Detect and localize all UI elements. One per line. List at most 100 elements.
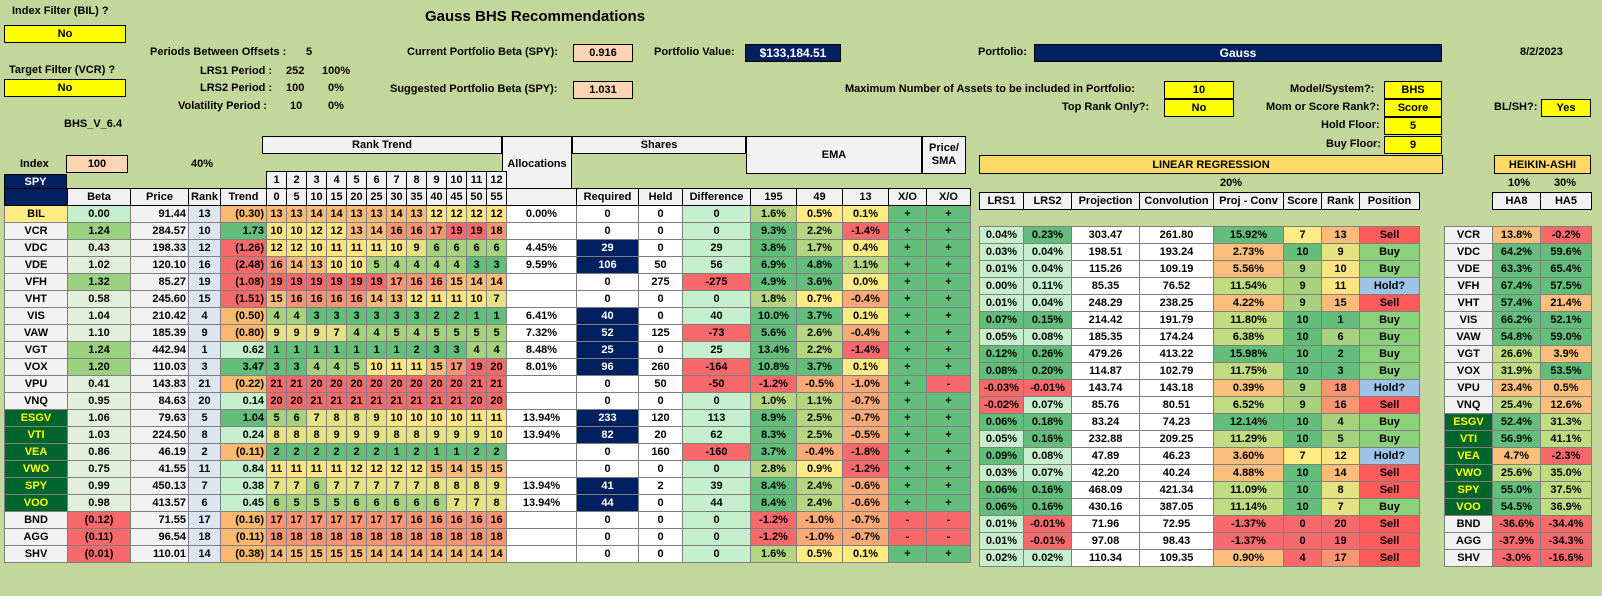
held-cell: 0	[638, 391, 683, 410]
lrs2-cell: 0.04%	[1023, 260, 1072, 278]
lrs2-period-pct: 0%	[328, 82, 344, 94]
lrs2-period-value[interactable]: 100	[286, 82, 305, 94]
rank-trend-cell: 14	[486, 272, 507, 291]
rank-trend-cell: 21	[466, 374, 487, 393]
rank-trend-cell: 7	[486, 289, 507, 308]
mom-score-value[interactable]: Score	[1384, 99, 1442, 117]
rank-trend-cell: 16	[386, 221, 407, 240]
ema-49-cell: 2.2%	[796, 221, 843, 240]
xo-cell-2: +	[926, 442, 971, 461]
index-spy: SPY	[4, 174, 67, 191]
rank-trend-num: 6	[366, 170, 387, 189]
price-cell: 442.94	[130, 340, 189, 359]
rank-trend-cell: 5	[466, 323, 487, 342]
projection-cell: 214.42	[1071, 311, 1140, 329]
xo-cell-1: +	[888, 408, 927, 427]
portfolio-name[interactable]: Gauss	[1034, 44, 1442, 62]
lrs2-cell: 0.16%	[1023, 498, 1072, 516]
table-row: 0.01% -0.01% 71.96 72.95 -1.37% 0 20 Sell	[979, 515, 1420, 533]
periods-offsets-value[interactable]: 5	[306, 46, 313, 58]
lr-rank-cell: 2	[1321, 345, 1360, 363]
beta-cell: 0.43	[67, 238, 131, 257]
proj-conv-cell: 0.90%	[1213, 549, 1284, 567]
beta-cell: 0.58	[67, 289, 131, 308]
target-filter-value[interactable]: No	[4, 79, 126, 97]
top-rank-value[interactable]: No	[1164, 99, 1234, 117]
table-row: VOO 0.98 413.57 6 0.45 6 5 5 5 6 6 6 6 6 7 7 8 13.94% 44 0 4…	[4, 493, 971, 512]
rank-trend-offset: 20	[346, 187, 367, 206]
required-cell: 0	[576, 272, 639, 291]
rank-cell: 19	[188, 272, 221, 291]
rank-trend-cell: 1	[286, 340, 307, 359]
lrs1-cell: 0.01%	[979, 515, 1024, 533]
rank-trend-cell: 17	[306, 510, 327, 529]
rank-trend-cell: 17	[446, 357, 467, 376]
rank-trend-cell: 4	[366, 323, 387, 342]
rank-trend-cell: 6	[306, 476, 327, 495]
rank-trend-cell: 11	[326, 459, 347, 478]
rank-trend-cell: 1	[446, 442, 467, 461]
difference-cell: 29	[682, 238, 751, 257]
xo-cell-2: +	[926, 272, 971, 291]
xo-cell-1: +	[888, 204, 927, 223]
ticker: VNQ	[4, 391, 68, 410]
rank-trend-offset: 40	[426, 187, 447, 206]
table-row: 0.12% 0.26% 479.26 413.22 15.98% 10 2 Buy	[979, 345, 1420, 363]
ticker: BIL	[4, 204, 68, 223]
table-row: ESGV 52.4% 31.3%	[1444, 413, 1592, 431]
proj-conv-cell: -1.37%	[1213, 515, 1284, 533]
ha5-cell: 31.3%	[1540, 413, 1592, 431]
volatility-period-value[interactable]: 10	[290, 100, 303, 112]
rank-trend-cell: 10	[326, 255, 347, 274]
rank-trend-cell: 10	[446, 408, 467, 427]
held-cell: 260	[638, 357, 683, 376]
required-header: Required	[576, 187, 639, 206]
ha8-cell: 63.3%	[1492, 260, 1541, 278]
rank-trend-cell: 13	[306, 255, 327, 274]
trend-cell: 1.04	[220, 408, 267, 427]
proj-conv-cell: 12.14%	[1213, 413, 1284, 431]
rank-trend-cell: 2	[286, 442, 307, 461]
max-assets-value[interactable]: 10	[1164, 81, 1234, 99]
rank-trend-cell: 18	[346, 527, 367, 546]
ha8-cell: 25.6%	[1492, 464, 1541, 482]
price-cell: 198.33	[130, 238, 189, 257]
trend-cell: (0.11)	[220, 527, 267, 546]
table-row: VCR 1.24 284.57 10 1.73 10 10 12 12 13 14 16 16 17 19 1…	[4, 221, 971, 240]
ema-195-cell: 8.4%	[750, 476, 797, 495]
proj-conv-cell: 11.54%	[1213, 277, 1284, 295]
xo-cell-1: +	[888, 391, 927, 410]
rank-trend-cell: 8	[326, 408, 347, 427]
table-row: VNQ 0.95 84.63 20 0.14 20 20 21 21 21 21 21 21 21 21 20…	[4, 391, 971, 410]
position-cell: Buy	[1359, 430, 1420, 448]
rank-trend-cell: 14	[286, 255, 307, 274]
xo-cell-2: -	[926, 510, 971, 529]
position-cell: Buy	[1359, 260, 1420, 278]
lr-rank-cell: 5	[1321, 430, 1360, 448]
ema-49-cell: 1.1%	[796, 391, 843, 410]
lrs1-period-value[interactable]: 252	[286, 65, 305, 77]
rank-trend-cell: 8	[446, 476, 467, 495]
index-label: Index	[20, 158, 49, 170]
xo-cell-2: +	[926, 255, 971, 274]
model-value[interactable]: BHS	[1384, 81, 1442, 99]
blsh-value[interactable]: Yes	[1541, 99, 1591, 117]
rank-trend-cell: 17	[386, 510, 407, 529]
rank-trend-cell: 21	[486, 374, 507, 393]
rank-trend-cell: 20	[446, 374, 467, 393]
projection-cell: 83.24	[1071, 413, 1140, 431]
ema-195-cell: 10.8%	[750, 357, 797, 376]
held-cell: 275	[638, 272, 683, 291]
index-filter-value[interactable]: No	[4, 25, 126, 43]
allocation-cell	[506, 289, 577, 308]
suggested-beta-value: 1.031	[573, 81, 633, 99]
rank-trend-cell: 2	[366, 442, 387, 461]
proj-conv-cell: -1.37%	[1213, 532, 1284, 550]
index-value[interactable]: 100	[66, 155, 128, 173]
hold-floor-value[interactable]: 5	[1384, 117, 1442, 135]
ticker: VWO	[4, 459, 68, 478]
score-cell: 0	[1283, 515, 1322, 533]
price-header: Price	[130, 187, 189, 206]
rank-trend-cell: 15	[446, 272, 467, 291]
buy-floor-value[interactable]: 9	[1384, 136, 1442, 154]
